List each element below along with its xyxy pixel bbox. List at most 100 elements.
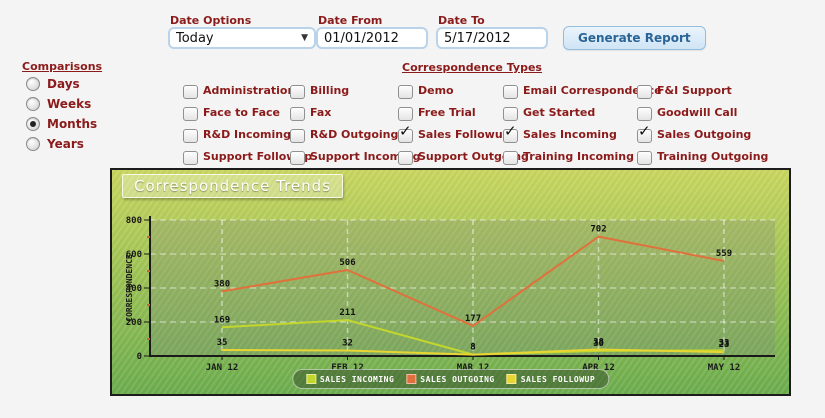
correspondence-types-title: Correspondence Types <box>402 61 542 74</box>
checkbox-label: Support Outgoing <box>418 149 529 163</box>
checkbox-sales-outgoing[interactable]: ✓ Sales Outgoing <box>637 123 823 143</box>
chart-svg: 0 200 400 600 800 JAN 12 FEB 12 MAR 12 APR 12 MAY… <box>125 216 775 373</box>
checkbox-label: Sales Incoming <box>523 127 617 141</box>
checkbox-r-d-outgoing[interactable]: R&D Outgoing <box>290 128 398 143</box>
svg-text:23: 23 <box>719 340 730 350</box>
checkbox-icon[interactable] <box>398 84 413 99</box>
legend-item-sales-incoming: SALES INCOMING <box>305 374 395 384</box>
checkbox-demo[interactable]: Demo <box>398 84 503 99</box>
comparisons-title: Comparisons <box>22 60 103 73</box>
checkbox-icon[interactable] <box>637 106 652 121</box>
radio-label: Weeks <box>47 97 92 111</box>
svg-text:33: 33 <box>719 338 730 348</box>
checkbox-icon[interactable] <box>183 128 198 143</box>
checkbox-icon[interactable] <box>398 106 413 121</box>
checkbox-label: Goodwill Call <box>657 105 738 119</box>
checkbox-goodwill-call[interactable]: Goodwill Call <box>637 106 823 121</box>
radio-icon[interactable] <box>26 137 40 151</box>
checkbox-icon[interactable] <box>290 150 305 165</box>
checkbox-icon[interactable] <box>503 84 518 99</box>
checkbox-training-outgoing[interactable]: Training Outgoing <box>637 150 823 165</box>
svg-text:380: 380 <box>214 279 230 289</box>
checkbox-r-d-incoming[interactable]: R&D Incoming <box>183 128 291 143</box>
dropdown-arrow-icon: ▼ <box>301 33 308 43</box>
date-to-input[interactable] <box>436 27 548 49</box>
chart-plot-area: 0 200 400 600 800 JAN 12 FEB 12 MAR 12 APR 12 MAY… <box>112 170 789 394</box>
radio-label: Months <box>47 117 98 131</box>
checkbox-icon[interactable] <box>290 106 305 121</box>
checkbox-icon[interactable] <box>183 84 198 99</box>
checkbox-free-trial[interactable]: Free Trial <box>398 106 503 121</box>
checkbox-email-correspondence[interactable]: Email Correspondence <box>503 84 662 99</box>
checkbox-icon[interactable] <box>637 84 652 99</box>
checkbox-support-incoming[interactable]: Support Incoming <box>290 150 421 165</box>
checkbox-checked-icon[interactable]: ✓ <box>637 123 652 143</box>
generate-report-button[interactable]: Generate Report <box>563 26 706 50</box>
date-options-select[interactable]: Today ▼ <box>168 27 316 49</box>
checkbox-sales-followup[interactable]: ✓ Sales Followup <box>398 123 511 143</box>
legend-swatch-icon <box>506 374 517 384</box>
checkbox-icon[interactable] <box>183 106 198 121</box>
checkbox-face-to-face[interactable]: Face to Face <box>183 106 290 121</box>
chart-title: Correspondence Trends <box>122 174 344 198</box>
date-from-input[interactable] <box>316 27 428 49</box>
checkbox-icon[interactable] <box>637 150 652 165</box>
checkbox-label: R&D Outgoing <box>310 127 399 141</box>
radio-label: Days <box>47 77 80 91</box>
svg-text:506: 506 <box>339 258 355 268</box>
svg-text:30: 30 <box>593 339 604 349</box>
checkbox-billing[interactable]: Billing <box>290 84 398 99</box>
checkbox-icon[interactable] <box>290 84 305 99</box>
checkbox-fax[interactable]: Fax <box>290 106 398 121</box>
checkbox-checked-icon[interactable]: ✓ <box>503 123 518 143</box>
radio-option-weeks[interactable]: Weeks <box>26 94 97 114</box>
checkbox-icon[interactable] <box>183 150 198 165</box>
svg-text:MAR 12: MAR 12 <box>457 363 490 373</box>
check-mark-icon: ✓ <box>399 121 412 140</box>
checkbox-icon[interactable] <box>503 150 518 165</box>
svg-text:0: 0 <box>137 352 142 362</box>
legend-swatch-icon <box>305 374 316 384</box>
legend-swatch-icon <box>406 374 417 384</box>
checkbox-sales-incoming[interactable]: ✓ Sales Incoming <box>503 123 637 143</box>
radio-dot <box>30 121 36 127</box>
legend-item-sales-outgoing: SALES OUTGOING <box>406 374 494 384</box>
checkbox-label: Administration <box>203 83 296 97</box>
svg-text:8: 8 <box>470 343 475 353</box>
checkbox-f-i-support[interactable]: F&I Support <box>637 84 823 99</box>
checkbox-icon[interactable] <box>290 128 305 143</box>
radio-option-days[interactable]: Days <box>26 74 97 94</box>
checkbox-label: Email Correspondence <box>523 83 662 97</box>
radio-option-months[interactable]: Months <box>26 114 97 134</box>
svg-text:200: 200 <box>126 318 142 328</box>
svg-text:APR 12: APR 12 <box>582 363 615 373</box>
svg-text:JAN 12: JAN 12 <box>206 363 239 373</box>
radio-option-years[interactable]: Years <box>26 134 97 154</box>
svg-text:702: 702 <box>590 225 606 235</box>
checkbox-label: Get Started <box>523 105 596 119</box>
radio-icon[interactable] <box>26 97 40 111</box>
legend-label: SALES INCOMING <box>319 374 395 384</box>
checkbox-icon[interactable] <box>503 106 518 121</box>
correspondence-trends-chart: 0 200 400 600 800 JAN 12 FEB 12 MAR 12 APR 12 MAY… <box>110 168 791 396</box>
check-mark-icon: ✓ <box>504 121 517 140</box>
checkbox-training-incoming[interactable]: Training Incoming <box>503 150 637 165</box>
checkbox-label: Fax <box>310 105 332 119</box>
svg-text:169: 169 <box>214 315 230 325</box>
checkbox-get-started[interactable]: Get Started <box>503 106 637 121</box>
svg-text:211: 211 <box>339 308 355 318</box>
svg-text:177: 177 <box>465 314 481 324</box>
checkbox-support-outgoing[interactable]: Support Outgoing <box>398 150 529 165</box>
checkbox-administration[interactable]: Administration <box>183 84 295 99</box>
checkbox-label: Sales Followup <box>418 127 511 141</box>
checkbox-icon[interactable] <box>398 150 413 165</box>
svg-text:CORRESPONDENCE: CORRESPONDENCE <box>125 254 134 322</box>
checkbox-label: Billing <box>310 83 350 97</box>
radio-label: Years <box>47 137 84 151</box>
radio-icon[interactable] <box>26 117 40 131</box>
checkbox-support-followup[interactable]: Support Followup <box>183 150 312 165</box>
date-options-value: Today <box>176 30 214 46</box>
radio-icon[interactable] <box>26 77 40 91</box>
checkbox-checked-icon[interactable]: ✓ <box>398 123 413 143</box>
